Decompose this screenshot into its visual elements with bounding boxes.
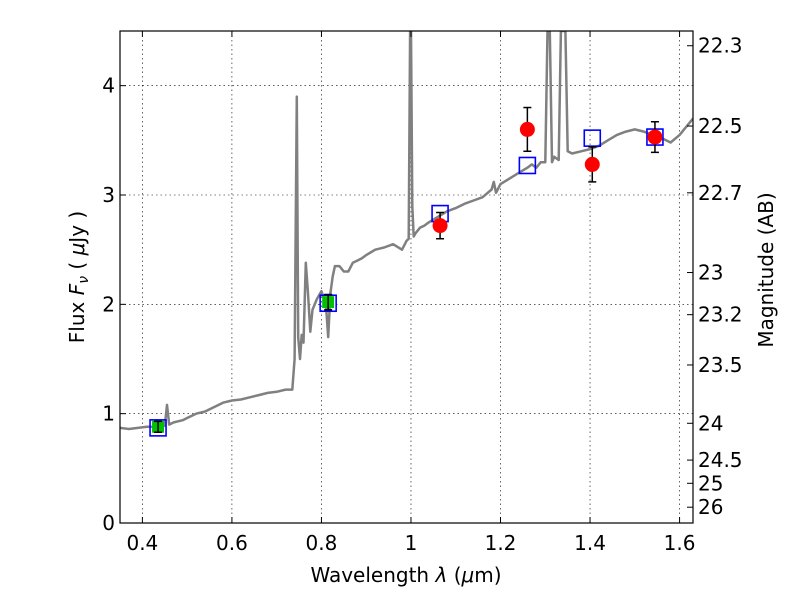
y-tick-label: 0 [102, 511, 115, 535]
magnitude-tick-label: 22.7 [698, 181, 743, 205]
red-point-marker [647, 129, 663, 145]
y-tick-label: 4 [102, 74, 115, 98]
x-tick-label: 1 [405, 531, 418, 555]
x-tick-label: 1.2 [485, 531, 517, 555]
blue-square-marker [518, 156, 537, 175]
model-spectrum-line [120, 31, 693, 431]
red-point-marker [584, 156, 600, 172]
magnitude-tick-label: 23 [698, 261, 723, 285]
magnitude-tick-label: 23.5 [698, 353, 743, 377]
x-tick-label: 0.6 [216, 531, 248, 555]
magnitude-tick-label: 25 [698, 471, 723, 495]
blue-square-marker [583, 129, 602, 147]
x-tick-label: 0.4 [126, 531, 158, 555]
y-tick-label: 2 [102, 292, 115, 316]
magnitude-tick-label: 24.5 [698, 448, 743, 472]
x-tick-label: 1.6 [664, 531, 696, 555]
y-tick-label: 1 [102, 402, 115, 426]
data-points-layer [149, 106, 664, 437]
ticks: 0.4 0.6 0.8 1 1.2 1.4 1.60123422.322.522.72323… [102, 31, 743, 555]
red-point-marker [432, 218, 448, 234]
model-spectrum-layer [120, 31, 693, 431]
x-tick-label: 0.8 [306, 531, 338, 555]
magnitude-tick-label: 23.2 [698, 303, 743, 327]
magnitude-tick-label: 24 [698, 411, 723, 435]
y-tick-label: 3 [102, 183, 115, 207]
x-tick-label: 1.4 [574, 531, 606, 555]
red-point-marker [519, 121, 535, 137]
blue-square-marker [149, 419, 167, 437]
magnitude-tick-label: 22.3 [698, 34, 743, 58]
grid [120, 31, 693, 524]
plot-frame [119, 30, 694, 524]
x-axis-label: Wavelength λ (μm) [310, 563, 501, 587]
magnitude-tick-label: 26 [698, 495, 723, 519]
y2-axis-label: Magnitude (AB) [754, 192, 778, 347]
magnitude-tick-label: 22.5 [698, 114, 743, 138]
y-axis-label: Flux Fν ( μJy ) [65, 211, 92, 343]
